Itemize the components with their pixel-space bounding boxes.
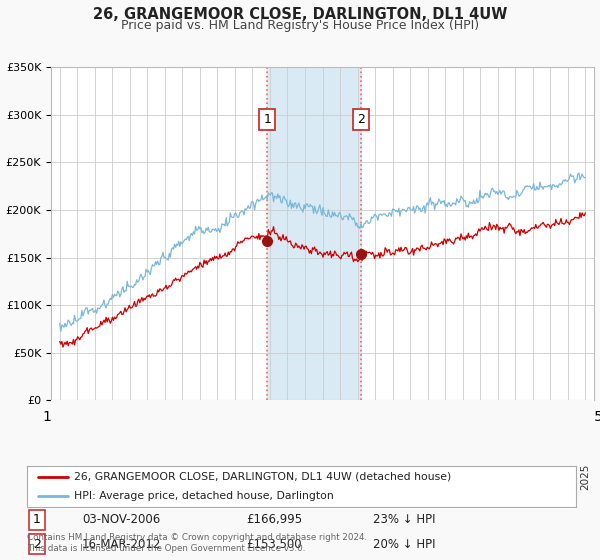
Text: Price paid vs. HM Land Registry's House Price Index (HPI): Price paid vs. HM Land Registry's House …: [121, 19, 479, 32]
Text: 26, GRANGEMOOR CLOSE, DARLINGTON, DL1 4UW: 26, GRANGEMOOR CLOSE, DARLINGTON, DL1 4U…: [93, 7, 507, 22]
Text: 1: 1: [33, 514, 41, 526]
Text: 03-NOV-2006: 03-NOV-2006: [82, 514, 160, 526]
Text: 2: 2: [357, 113, 365, 126]
Text: 26, GRANGEMOOR CLOSE, DARLINGTON, DL1 4UW (detached house): 26, GRANGEMOOR CLOSE, DARLINGTON, DL1 4U…: [74, 472, 451, 482]
Text: 20% ↓ HPI: 20% ↓ HPI: [373, 538, 436, 550]
Text: £166,995: £166,995: [247, 514, 303, 526]
Text: HPI: Average price, detached house, Darlington: HPI: Average price, detached house, Darl…: [74, 491, 334, 501]
Text: £153,500: £153,500: [247, 538, 302, 550]
Text: 1: 1: [263, 113, 271, 126]
Bar: [267, 67, 361, 400]
Text: Contains HM Land Registry data © Crown copyright and database right 2024.
This d: Contains HM Land Registry data © Crown c…: [27, 533, 367, 553]
Text: 16-MAR-2012: 16-MAR-2012: [82, 538, 161, 550]
Text: 23% ↓ HPI: 23% ↓ HPI: [373, 514, 436, 526]
Text: 2: 2: [33, 538, 41, 550]
